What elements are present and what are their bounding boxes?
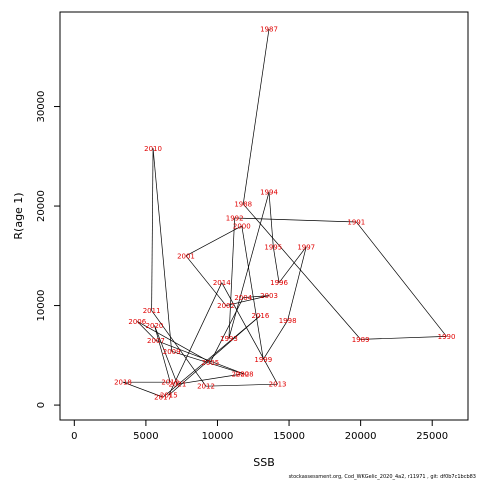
segment-2012-2013 [206,383,278,387]
year-label-1999: 1999 [254,356,272,364]
year-label-2000: 2000 [233,222,251,230]
year-label-1995: 1995 [264,243,282,251]
segment-2011-2012 [151,310,207,387]
segment-1988-1989 [242,203,361,340]
year-label-2005: 2005 [201,359,219,367]
year-label-2021: 2021 [168,381,186,389]
year-label-2006: 2006 [128,318,146,326]
year-label-1987: 1987 [260,25,278,33]
year-label-2016: 2016 [252,312,270,320]
year-label-1989: 1989 [352,336,370,344]
year-label-2010: 2010 [144,145,162,153]
segment-1993-1994 [228,192,270,339]
year-label-2020: 2020 [146,322,164,330]
y-tick-label: 20000 [36,190,47,222]
segment-2010-2011 [151,148,154,311]
x-tick-label: 5000 [133,431,158,442]
year-label-2012: 2012 [197,383,215,391]
year-label-2011: 2011 [143,307,161,315]
x-tick-label: 20000 [345,431,377,442]
year-label-2002: 2002 [217,302,235,310]
year-label-2001: 2001 [177,252,195,260]
segment-2015-2016 [168,315,261,396]
segment-1992-1993 [228,217,236,339]
year-label-2014: 2014 [213,279,231,287]
segment-1999-2000 [241,225,264,360]
trajectory-lines [122,28,447,398]
x-axis: 0 5000 10000 15000 20000 25000 [71,419,448,442]
year-label-1993: 1993 [220,335,238,343]
year-label-2017: 2017 [154,394,172,402]
x-tick-label: 25000 [416,431,448,442]
segment-2013-2014 [221,282,278,385]
year-label-1990: 1990 [438,333,456,341]
year-label-1998: 1998 [279,317,297,325]
year-labels: 1987 1988 1989 1990 1991 1992 1993 1994 1995 1996… [114,25,455,401]
year-label-2007: 2007 [147,337,165,345]
year-label-1988: 1988 [234,201,252,209]
segment-2021-2022 [177,373,241,385]
y-axis-label: R(age 1) [12,192,25,239]
year-label-2008: 2008 [236,371,254,379]
year-label-1991: 1991 [347,218,365,226]
year-label-2015: 2015 [160,392,178,400]
segment-1987-1988 [242,28,270,205]
year-label-1994: 1994 [260,189,278,197]
segment-2020-2021 [154,325,178,385]
y-tick-label: 10000 [36,290,47,322]
segment-1996-1997 [278,246,307,283]
segment-2001-2002 [185,255,227,306]
x-tick-label: 0 [71,431,77,442]
year-label-1997: 1997 [297,243,315,251]
segment-1991-1992 [234,217,357,223]
segment-2014-2015 [168,282,223,396]
segment-2004-2005 [210,297,244,363]
segment-1998-1999 [262,320,288,360]
y-tick-label: 0 [36,402,47,408]
y-axis: 0 10000 20000 30000 [36,91,61,408]
x-tick-label: 15000 [273,431,305,442]
x-axis-label: SSB [253,456,275,469]
year-label-2009: 2009 [163,348,181,356]
segment-2006-2007 [137,321,157,341]
segment-1997-1998 [287,246,307,321]
year-label-1992: 1992 [226,214,244,222]
segment-2000-2001 [185,225,242,257]
year-label-2019: 2019 [161,379,179,387]
y-tick-label: 30000 [36,91,47,123]
x-tick-label: 10000 [202,431,234,442]
year-label-2004: 2004 [234,294,252,302]
segment-2016-2017 [162,315,261,398]
segment-2019-2020 [154,325,171,383]
segment-2017-2018 [122,381,164,398]
segment-2003-2004 [243,295,270,298]
year-label-2018: 2018 [114,379,132,387]
year-label-2003: 2003 [260,292,278,300]
year-label-2013: 2013 [269,381,287,389]
segment-2009-2010 [152,148,173,352]
footnote: stockassessment.org, Cod_WKGelic_2020_4a… [289,474,476,480]
year-label-1996: 1996 [270,279,288,287]
segment-1989-1990 [360,336,447,340]
segment-1990-1991 [356,221,447,337]
segment-1995-1996 [272,246,280,283]
year-label-2022: 2022 [231,371,249,379]
segment-2007-2008 [155,340,245,375]
segment-1994-1995 [268,192,274,247]
